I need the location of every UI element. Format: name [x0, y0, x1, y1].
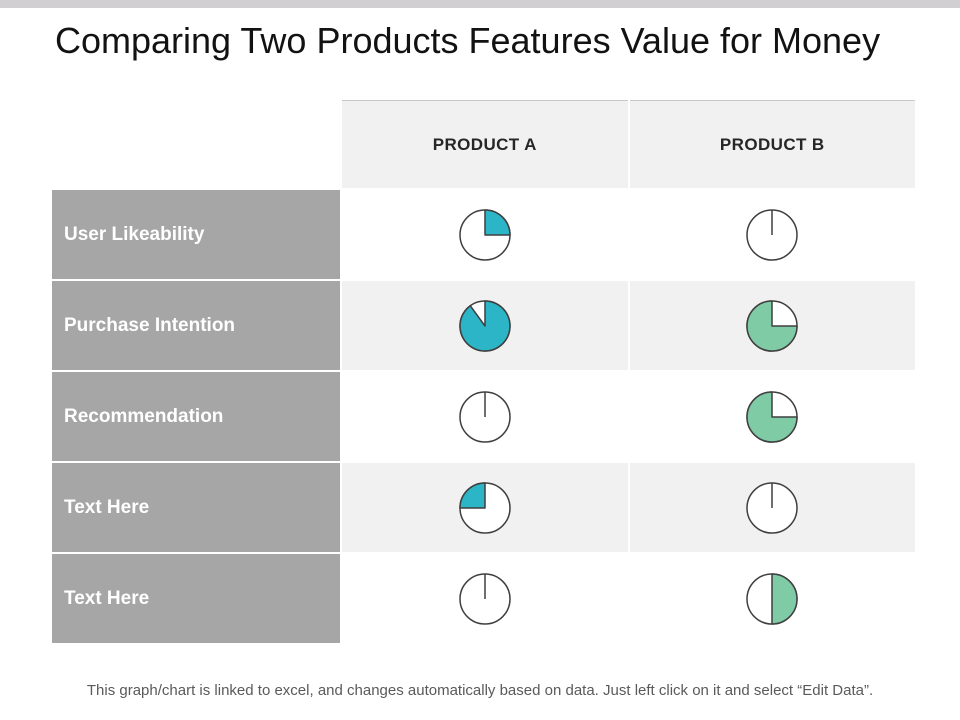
column-header-product-a: PRODUCT A	[342, 100, 628, 188]
row-label-text-here-1: Text Here	[52, 463, 340, 552]
top-accent-strip	[0, 0, 960, 8]
row-label-recommendation: Recommendation	[52, 372, 340, 461]
row-label-text-here-2: Text Here	[52, 554, 340, 643]
slide-title: Comparing Two Products Features Value fo…	[55, 20, 881, 61]
footer-note: This graph/chart is linked to excel, and…	[86, 682, 874, 699]
pie-chart-text-here-2-product-b[interactable]	[629, 554, 915, 643]
row-label-purchase-intention: Purchase Intention	[52, 281, 340, 370]
pie-chart-recommendation-product-a[interactable]	[342, 372, 628, 461]
pie-chart-user-likeability-product-b[interactable]	[629, 190, 915, 279]
pie-chart-purchase-intention-product-b[interactable]	[629, 281, 915, 370]
pie-chart-text-here-2-product-a[interactable]	[342, 554, 628, 643]
corner-cell	[52, 100, 340, 188]
pie-chart-user-likeability-product-a[interactable]	[342, 190, 628, 279]
pie-chart-purchase-intention-product-a[interactable]	[342, 281, 628, 370]
pie-chart-text-here-1-product-b[interactable]	[629, 463, 915, 552]
column-header-product-b: PRODUCT B	[629, 100, 915, 188]
pie-chart-text-here-1-product-a[interactable]	[342, 463, 628, 552]
pie-chart-recommendation-product-b[interactable]	[629, 372, 915, 461]
row-label-user-likeability: User Likeability	[52, 190, 340, 279]
comparison-table: PRODUCT A PRODUCT B User Likeability Pur…	[52, 100, 915, 643]
